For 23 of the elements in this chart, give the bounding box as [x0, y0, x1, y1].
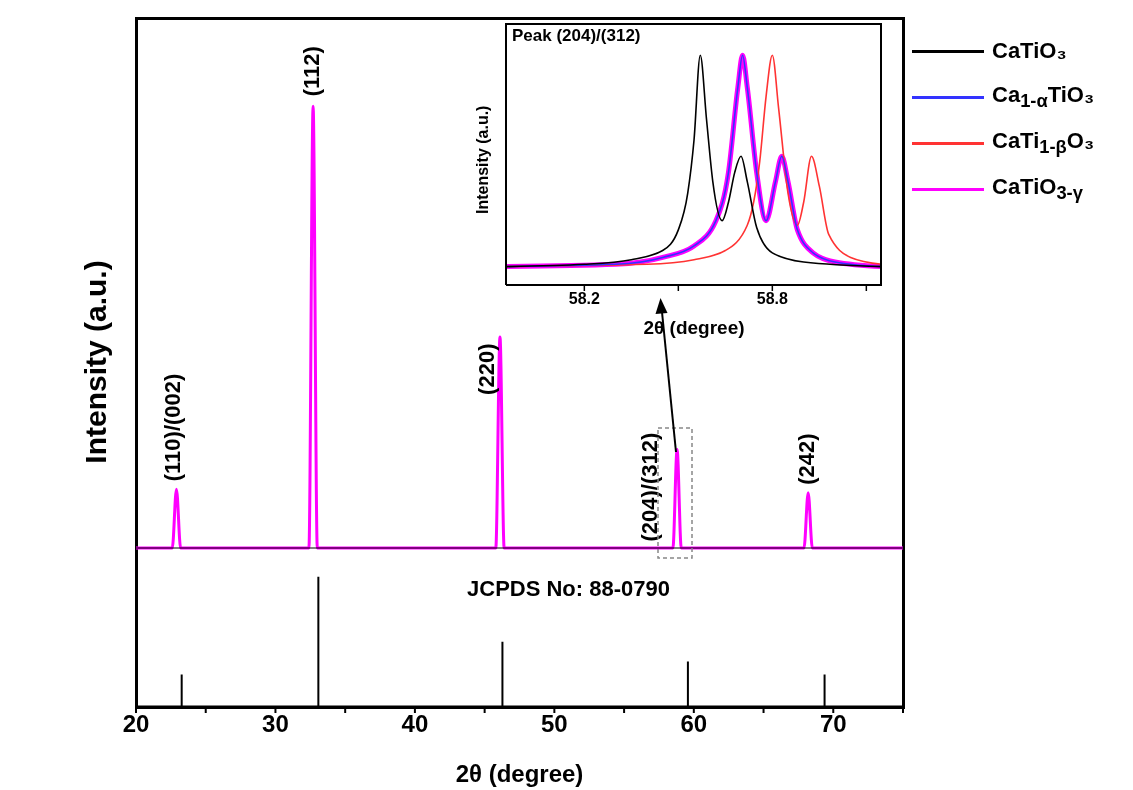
x-tick-label: 58.8 — [756, 290, 789, 308]
x-tick-label: 70 — [819, 710, 847, 738]
x-axis-title: 2θ (degree) — [643, 317, 745, 338]
annotation: (204)/(312) — [637, 432, 663, 542]
text: Peak (204)/(312) — [512, 26, 641, 46]
annotation: JCPDS No: 88-0790 — [467, 576, 670, 602]
annotation: (242) — [794, 433, 820, 485]
legend-label: Ca$_{1-α}$TiO₃ — [992, 81, 1095, 113]
annotation: (112) — [299, 46, 325, 97]
y-axis-title: Intensity (a.u.) — [473, 105, 491, 214]
x-tick-label: 58.2 — [568, 290, 601, 308]
legend-label: CaTiO₃ — [992, 38, 1067, 64]
annotation: (220) — [473, 343, 499, 395]
y-axis-title: Intensity (a.u.) — [79, 260, 113, 464]
legend-label: CaTiO$_{3-γ}$ — [992, 173, 1083, 205]
legend-label: CaTi$_{1-β}$O₃ — [992, 127, 1095, 159]
annotation: (110)/(002) — [160, 373, 186, 482]
x-tick-label: 60 — [680, 710, 708, 738]
x-tick-label: 40 — [401, 710, 429, 738]
x-tick-label: 50 — [541, 710, 568, 738]
x-axis-title: 2θ (degree) — [455, 760, 584, 787]
x-tick-label: 20 — [122, 710, 150, 738]
x-tick-label: 30 — [262, 710, 289, 738]
